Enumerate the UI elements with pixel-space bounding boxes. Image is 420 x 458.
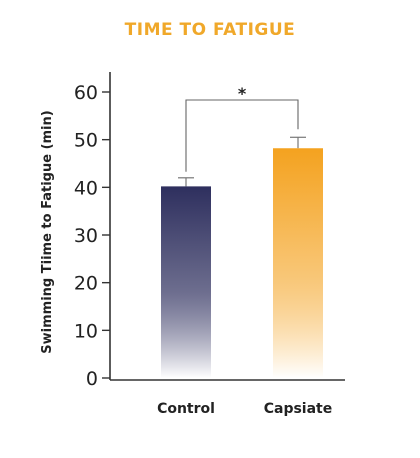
bar-control (161, 186, 211, 378)
significance-label: * (238, 84, 247, 103)
y-tick-label: 50 (74, 130, 98, 152)
x-tick-label: Capsiate (264, 401, 333, 417)
x-tick-label: Control (157, 401, 215, 417)
significance-bracket (185, 99, 299, 172)
y-tick-label: 30 (74, 225, 98, 247)
y-tick-label: 10 (74, 320, 98, 342)
y-tick-label: 40 (74, 177, 98, 199)
y-axis-label: Swimming Tiime to Fatigue (min) (40, 110, 55, 353)
y-tick-label: 0 (86, 368, 98, 390)
y-tick-label: 60 (74, 82, 98, 104)
bar-capsiate (273, 148, 323, 378)
y-tick-label: 20 (74, 273, 98, 295)
chart-title: TIME TO FATIGUE (124, 20, 296, 40)
